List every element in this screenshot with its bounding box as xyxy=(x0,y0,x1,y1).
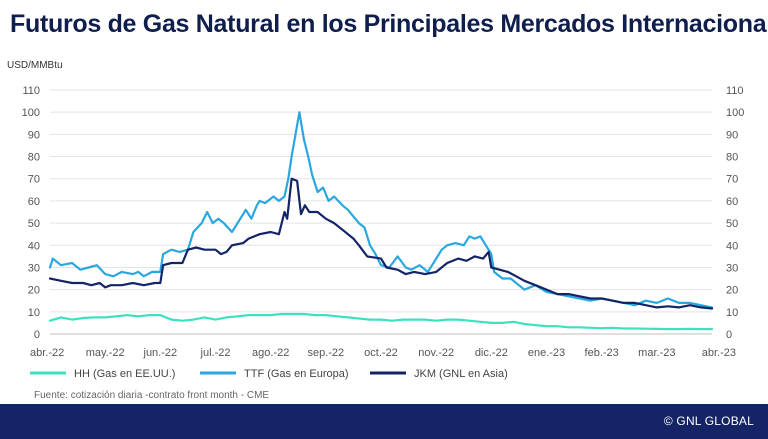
y-tick-label-right: 40 xyxy=(726,240,738,252)
y-tick-label-right: 30 xyxy=(726,262,738,274)
y-tick-label-left: 30 xyxy=(28,262,40,274)
y-tick-label-right: 20 xyxy=(726,285,738,297)
y-tick-label-right: 70 xyxy=(726,174,738,186)
y-tick-label-right: 110 xyxy=(726,85,744,97)
gas-futures-chart: 0 10 20 30 40 50 60 70 80 90 100 110 0 10 20 30 40 50 60 7… xyxy=(22,85,745,380)
x-axis: abr.-22 may.-22 jun.-22 jul.-22 ago.-22 sep.-… xyxy=(30,347,736,359)
legend-label: HH (Gas en EE.UU.) xyxy=(74,368,175,380)
x-tick-label: mar.-23 xyxy=(638,347,675,359)
y-tick-label-left: 20 xyxy=(28,285,40,297)
y-tick-label-left: 80 xyxy=(28,152,40,164)
legend-label: JKM (GNL en Asia) xyxy=(414,368,508,380)
series-line-1 xyxy=(48,312,714,331)
x-tick-label: ene.-23 xyxy=(528,347,565,359)
chart-legend: HH (Gas en EE.UU.) TTF (Gas en Europa) JKM… xyxy=(30,368,508,380)
y-tick-label-right: 90 xyxy=(726,129,738,141)
copyright-label: © GNL GLOBAL xyxy=(663,414,754,428)
y-tick-label-right: 80 xyxy=(726,152,738,164)
chart-grid xyxy=(50,89,712,335)
source-note: Fuente: cotización diaria -contrato fron… xyxy=(34,390,270,401)
y-tick-label-left: 70 xyxy=(28,174,40,186)
y-axis-right: 0 10 20 30 40 50 60 70 80 90 100 110 xyxy=(726,85,744,341)
x-tick-label: jul.-22 xyxy=(200,347,231,359)
y-tick-label-left: 90 xyxy=(28,129,40,141)
y-tick-label-right: 10 xyxy=(726,307,738,319)
x-tick-label: feb.-23 xyxy=(585,347,619,359)
y-tick-label-left: 10 xyxy=(28,307,40,319)
x-tick-label: abr.-22 xyxy=(30,347,64,359)
y-tick-label-left: 100 xyxy=(22,107,40,119)
y-tick-label-left: 110 xyxy=(22,85,40,97)
y-axis-left: 0 10 20 30 40 50 60 70 80 90 100 110 xyxy=(22,85,40,341)
y-tick-label-left: 0 xyxy=(34,329,40,341)
series-line-3 xyxy=(48,177,714,310)
y-tick-label-right: 60 xyxy=(726,196,738,208)
footer-bar: © GNL GLOBAL xyxy=(0,404,768,439)
y-tick-label-left: 60 xyxy=(28,196,40,208)
x-tick-label: ago.-22 xyxy=(252,347,289,359)
y-tick-label-right: 50 xyxy=(726,218,738,230)
page-title: Futuros de Gas Natural en los Principale… xyxy=(10,10,768,38)
y-tick-label-right: 0 xyxy=(726,329,732,341)
legend-label: TTF (Gas en Europa) xyxy=(244,368,349,380)
x-tick-label: oct.-22 xyxy=(364,347,398,359)
x-tick-label: dic.-22 xyxy=(475,347,508,359)
x-tick-label: sep.-22 xyxy=(307,347,344,359)
y-tick-label-left: 50 xyxy=(28,218,40,230)
x-tick-label: abr.-23 xyxy=(702,347,736,359)
x-tick-label: jun.-22 xyxy=(143,347,178,359)
y-tick-label-right: 100 xyxy=(726,107,744,119)
chart-series xyxy=(48,111,714,331)
y-axis-unit-label: USD/MMBtu xyxy=(7,60,63,71)
series-line-2 xyxy=(48,111,714,309)
x-tick-label: nov.-22 xyxy=(418,347,454,359)
x-tick-label: may.-22 xyxy=(86,347,125,359)
y-tick-label-left: 40 xyxy=(28,240,40,252)
